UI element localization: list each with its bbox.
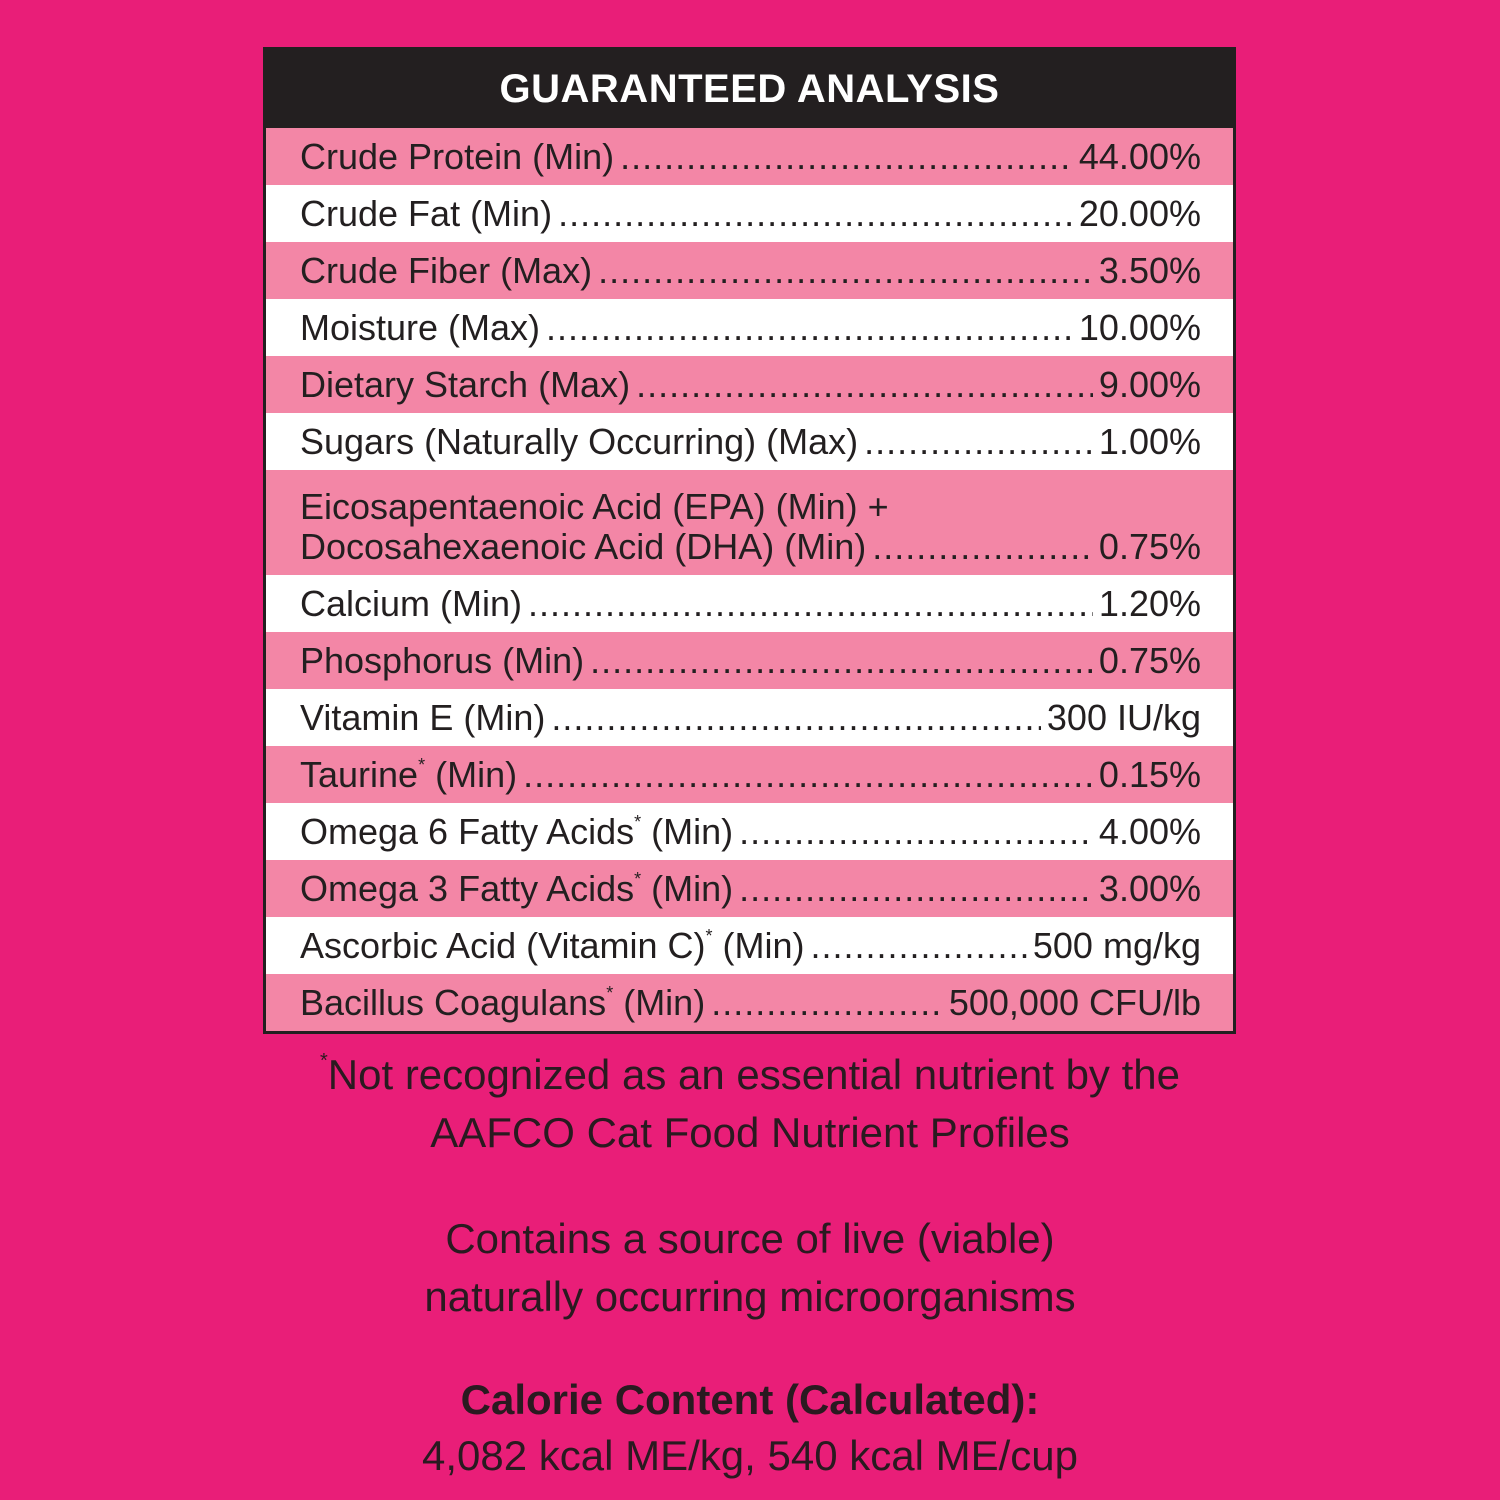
- nutrient-name: Omega 3 Fatty Acids* (Min): [300, 868, 734, 909]
- nutrient-name-line1: Eicosapentaenoic Acid (EPA) (Min) +: [300, 486, 889, 527]
- asterisk-mark: *: [705, 926, 713, 946]
- dot-leader: ........................................…: [739, 812, 1093, 852]
- dot-leader: ........................................…: [711, 983, 943, 1023]
- nutrient-value: 0.75%: [1098, 640, 1201, 681]
- asterisk-mark: *: [634, 869, 642, 889]
- calorie-content: Calorie Content (Calculated): 4,082 kcal…: [0, 1372, 1500, 1484]
- table-row: Moisture (Max)..........................…: [266, 299, 1233, 356]
- asterisk-mark: *: [634, 812, 642, 832]
- footnote: *Not recognized as an essential nutrient…: [0, 1046, 1500, 1162]
- nutrient-name: Moisture (Max): [300, 307, 541, 348]
- nutrient-name: Sugars (Naturally Occurring) (Max): [300, 421, 859, 462]
- table-row: Crude Fiber (Max).......................…: [266, 242, 1233, 299]
- dot-leader: ........................................…: [558, 194, 1073, 234]
- calorie-heading: Calorie Content (Calculated):: [460, 1376, 1040, 1423]
- nutrient-value: 20.00%: [1078, 193, 1201, 234]
- table-row: Sugars (Naturally Occurring) (Max)......…: [266, 413, 1233, 470]
- footnote-line2: AAFCO Cat Food Nutrient Profiles: [430, 1109, 1070, 1156]
- nutrient-name: Vitamin E (Min): [300, 697, 546, 738]
- dot-leader: ........................................…: [551, 698, 1041, 738]
- table-title: GUARANTEED ANALYSIS: [266, 50, 1233, 128]
- nutrient-value: 1.20%: [1098, 583, 1201, 624]
- nutrient-name: Taurine* (Min): [300, 754, 518, 795]
- nutrient-name: Docosahexaenoic Acid (DHA) (Min): [300, 526, 867, 567]
- footnote-line1: Not recognized as an essential nutrient …: [327, 1051, 1180, 1098]
- nutrient-value: 3.00%: [1098, 868, 1201, 909]
- nutrient-name: Crude Fiber (Max): [300, 250, 593, 291]
- dot-leader: ........................................…: [546, 308, 1073, 348]
- live-note-line2: naturally occurring microorganisms: [424, 1273, 1076, 1320]
- table-row: Omega 6 Fatty Acids* (Min)..............…: [266, 803, 1233, 860]
- table-row: Taurine* (Min)..........................…: [266, 746, 1233, 803]
- asterisk-mark: *: [606, 983, 614, 1003]
- asterisk-mark: *: [418, 755, 426, 775]
- nutrient-value: 44.00%: [1078, 136, 1201, 177]
- dot-leader: ........................................…: [864, 422, 1093, 462]
- nutrient-name: Phosphorus (Min): [300, 640, 585, 681]
- nutrient-value: 300 IU/kg: [1046, 697, 1201, 738]
- dot-leader: ........................................…: [739, 869, 1093, 909]
- table-row: Ascorbic Acid (Vitamin C)* (Min)........…: [266, 917, 1233, 974]
- dot-leader: ........................................…: [523, 755, 1093, 795]
- table-row: Calcium (Min)...........................…: [266, 575, 1233, 632]
- table-row: Bacillus Coagulans* (Min)...............…: [266, 974, 1233, 1031]
- nutrient-name: Crude Protein (Min): [300, 136, 615, 177]
- nutrient-value: 4.00%: [1098, 811, 1201, 852]
- nutrient-value: 9.00%: [1098, 364, 1201, 405]
- dot-leader: ........................................…: [598, 251, 1093, 291]
- table-row: Omega 3 Fatty Acids* (Min)..............…: [266, 860, 1233, 917]
- dot-leader: ........................................…: [810, 926, 1026, 966]
- live-note-line1: Contains a source of live (viable): [445, 1215, 1055, 1262]
- nutrient-name: Omega 6 Fatty Acids* (Min): [300, 811, 734, 852]
- nutrient-name: Crude Fat (Min): [300, 193, 553, 234]
- nutrient-value: 10.00%: [1078, 307, 1201, 348]
- live-microorganisms-note: Contains a source of live (viable) natur…: [0, 1210, 1500, 1326]
- table-row: Dietary Starch (Max)....................…: [266, 356, 1233, 413]
- nutrient-name: Dietary Starch (Max): [300, 364, 631, 405]
- table-row: Phosphorus (Min)........................…: [266, 632, 1233, 689]
- nutrient-value: 1.00%: [1098, 421, 1201, 462]
- nutrient-value: 500,000 CFU/lb: [948, 982, 1201, 1023]
- guaranteed-analysis-table: GUARANTEED ANALYSIS Crude Protein (Min).…: [263, 47, 1236, 1034]
- nutrient-name: Ascorbic Acid (Vitamin C)* (Min): [300, 925, 805, 966]
- dot-leader: ........................................…: [620, 137, 1073, 177]
- dot-leader: ........................................…: [636, 365, 1093, 405]
- nutrient-value: 500 mg/kg: [1032, 925, 1201, 966]
- nutrient-value: 0.75%: [1098, 526, 1201, 567]
- nutrient-name: Calcium (Min): [300, 583, 523, 624]
- dot-leader: ........................................…: [872, 527, 1093, 567]
- analysis-rows: Crude Protein (Min).....................…: [266, 128, 1233, 1031]
- dot-leader: ........................................…: [528, 584, 1093, 624]
- nutrient-name: Bacillus Coagulans* (Min): [300, 982, 706, 1023]
- calorie-value: 4,082 kcal ME/kg, 540 kcal ME/cup: [422, 1432, 1078, 1479]
- footnote-mark: *: [320, 1050, 328, 1072]
- dot-leader: ........................................…: [590, 641, 1093, 681]
- nutrient-value: 3.50%: [1098, 250, 1201, 291]
- table-row: Crude Protein (Min).....................…: [266, 128, 1233, 185]
- table-row: Crude Fat (Min).........................…: [266, 185, 1233, 242]
- table-row: Vitamin E (Min).........................…: [266, 689, 1233, 746]
- table-row: Eicosapentaenoic Acid (EPA) (Min) + Docos…: [266, 470, 1233, 575]
- nutrient-value: 0.15%: [1098, 754, 1201, 795]
